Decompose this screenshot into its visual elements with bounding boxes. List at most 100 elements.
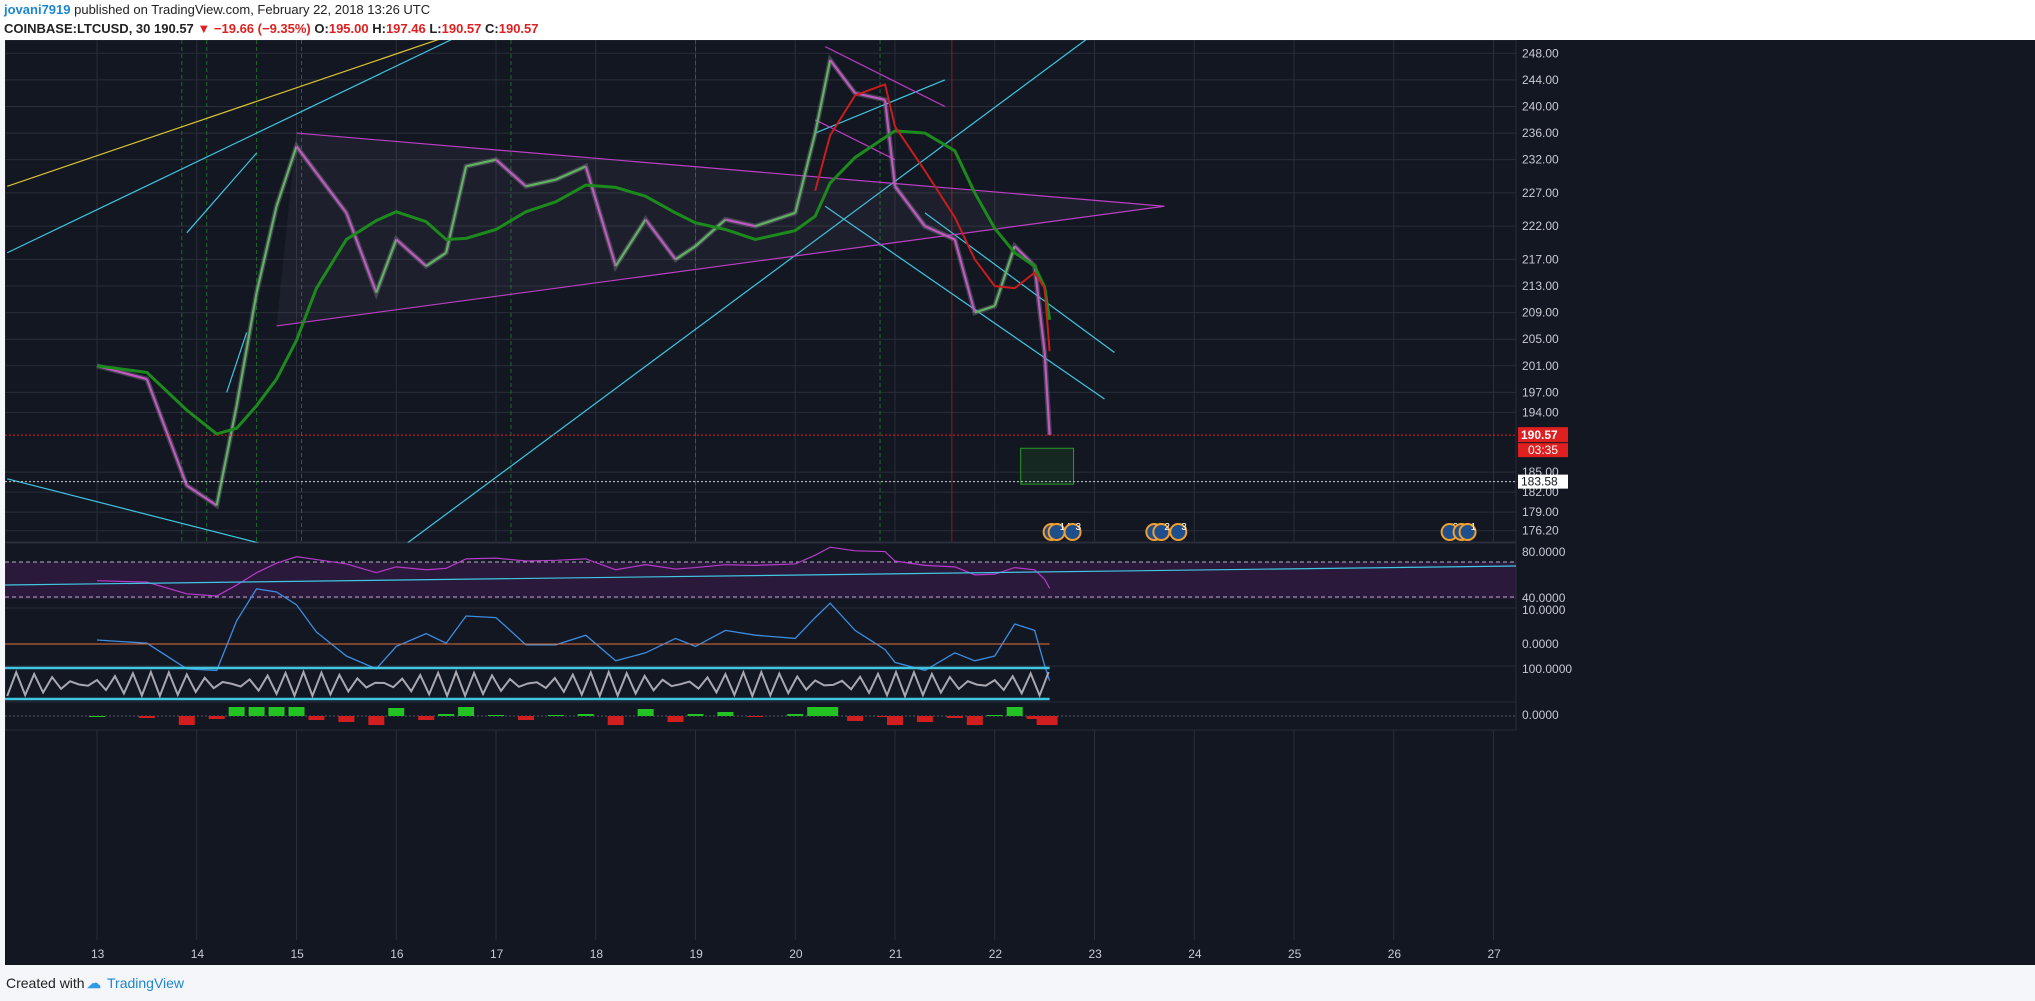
hist-bar-down [1026, 716, 1043, 719]
up-candle [255, 205, 278, 293]
down-candle [953, 239, 976, 313]
up-candle [425, 251, 447, 267]
hist-bar-up [787, 714, 804, 716]
up-candle [375, 239, 398, 294]
hist-bar-down [208, 716, 225, 719]
rsi-trendline [5, 565, 1517, 586]
countdown-badge [1518, 443, 1568, 458]
publish-line: jovani7919 published on TradingView.com,… [4, 2, 430, 17]
down-arrow-icon: ▼ [197, 21, 211, 36]
price-series [5, 54, 1516, 510]
last-price: 190.57 [154, 21, 194, 36]
y-tick-label: 236.00 [1522, 126, 1559, 140]
y-tick-label: 213.00 [1522, 279, 1559, 293]
hist-bar-down [1041, 716, 1058, 725]
ma-short [814, 82, 1051, 352]
y-tick-label: 205.00 [1522, 332, 1559, 346]
hist-bar-down [966, 716, 983, 725]
macd-line [96, 588, 1051, 681]
hist-bar-down [667, 716, 684, 722]
up-candle [755, 211, 796, 228]
y-tick-label: 197.00 [1522, 385, 1559, 399]
x-tick-label: 16 [390, 947, 404, 961]
tradingview-brand: TradingView [107, 975, 185, 991]
x-tick-label: 13 [91, 947, 105, 961]
price-change: −19.66 (−9.35%) [213, 21, 311, 36]
hist-bar-up [986, 715, 1003, 716]
event-marker-count: 3 [1076, 522, 1082, 533]
footer: Created with ☁ TradingView [0, 965, 2035, 1001]
stoch-line [6, 669, 1050, 699]
low-label: L: [429, 21, 442, 36]
author-name[interactable]: jovani7919 [4, 2, 71, 17]
hist-bar-down [916, 716, 933, 722]
x-tick-label: 19 [690, 947, 704, 961]
triangle-upper [296, 132, 1165, 207]
hist-bar-down [607, 716, 624, 725]
hist-bar-up [807, 707, 824, 716]
cyan-trendline [924, 212, 1115, 353]
ma-long [96, 129, 1052, 436]
y-tick-label: 176.20 [1522, 524, 1559, 538]
close-value: 190.57 [498, 21, 539, 36]
tradingview-cloud-icon: ☁ [87, 975, 101, 991]
down-candle [725, 218, 756, 228]
down-candle [295, 145, 318, 174]
hist-bar-down [308, 716, 325, 720]
publish-info: published on TradingView.com, February 2… [70, 2, 431, 17]
yellow-trendline [7, 40, 439, 187]
down-candle [829, 59, 856, 94]
y-tick-label: 240.00 [1522, 99, 1559, 113]
cyan-trendline [186, 152, 258, 234]
hist-bar-up [547, 715, 564, 716]
chart-header: jovani7919 published on TradingView.com,… [0, 0, 2035, 40]
close-label: C: [485, 21, 499, 36]
up-candle [814, 59, 832, 134]
down-candle [883, 99, 897, 187]
chart-area[interactable]: 248.00 244.00 240.00 236.00 232.00 227.00 222.… [5, 40, 2035, 965]
symbol-line: COINBASE:LTCUSD, 30 190.57 ▼ −19.66 (−9.… [4, 21, 539, 36]
y-tick-label: 201.00 [1522, 359, 1559, 373]
x-tick-label: 17 [490, 947, 504, 961]
open-value: 195.00 [328, 21, 369, 36]
tradingview-logo[interactable]: ☁ TradingView [87, 975, 184, 992]
down-candle [315, 172, 348, 214]
down-candle [186, 484, 218, 507]
up-candle [275, 146, 298, 207]
chart-canvas[interactable]: 248.00 244.00 240.00 236.00 232.00 227.00 222.… [5, 40, 2035, 965]
down-candle [345, 212, 378, 294]
x-tick-label: 14 [191, 947, 205, 961]
hist-bar-down [368, 716, 385, 725]
event-marker [1458, 523, 1477, 541]
y-tick-label: 209.00 [1522, 306, 1559, 320]
x-tick-label: 23 [1089, 947, 1103, 961]
high-value: 197.46 [385, 21, 426, 36]
x-tick-label: 26 [1388, 947, 1402, 961]
up-candle [525, 178, 557, 188]
cyan-trendline [6, 40, 452, 254]
hist-bar-down [138, 716, 155, 718]
event-marker [1063, 523, 1082, 541]
down-candle [1033, 265, 1046, 353]
created-with-text: Created with [6, 975, 85, 991]
event-markers: 3143223221 [1042, 522, 1477, 541]
low-value: 190.57 [441, 21, 482, 36]
hist-bar-up [488, 715, 504, 716]
symbol-name[interactable]: COINBASE:LTCUSD, 30 [4, 21, 151, 36]
x-tick-label: 22 [989, 947, 1003, 961]
indicator-panes [5, 542, 1517, 731]
hist-bar-up [228, 707, 245, 716]
x-tick-label: 25 [1288, 947, 1302, 961]
indicator-tick-label: 80.0000 [1522, 545, 1566, 559]
x-tick-label: 20 [789, 947, 803, 961]
countdown-label: 03:35 [1528, 443, 1558, 457]
down-candle [1043, 352, 1051, 436]
y-tick-label: 182.00 [1522, 485, 1559, 499]
up-candle [794, 132, 817, 214]
down-candle [145, 378, 188, 486]
indicator-pane [5, 607, 1517, 667]
hist-bar-down [946, 716, 963, 718]
y-tick-label: 217.00 [1522, 252, 1559, 266]
triangle-lower [276, 205, 1165, 327]
x-tick-label: 27 [1488, 947, 1502, 961]
